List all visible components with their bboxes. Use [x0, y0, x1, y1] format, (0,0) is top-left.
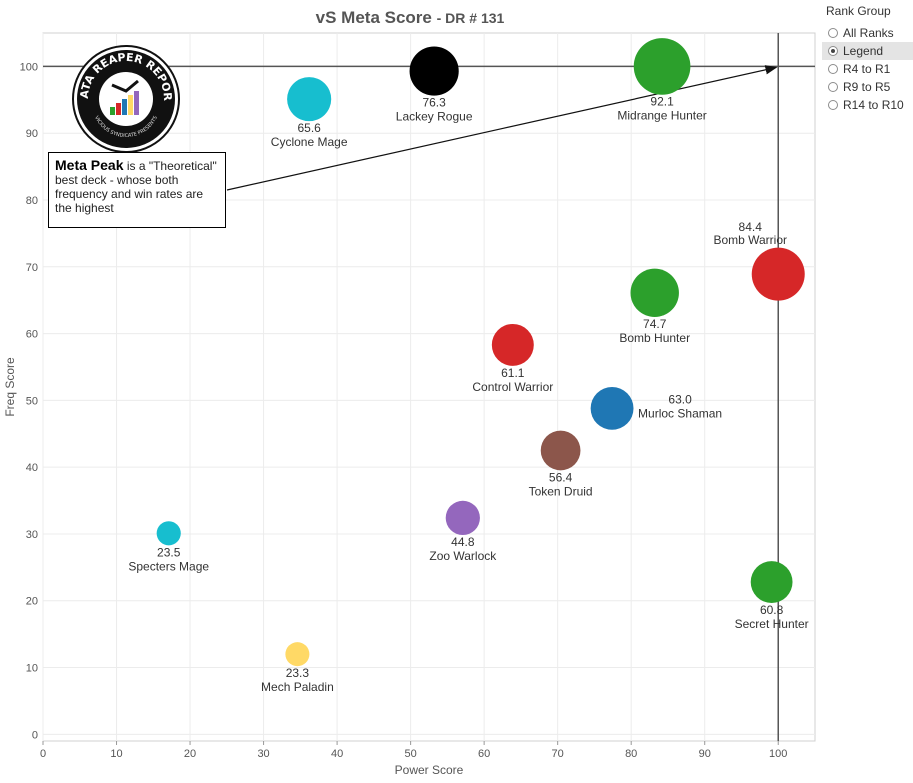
radio-icon[interactable]	[828, 64, 838, 74]
point-score-label: 76.3	[422, 96, 446, 110]
point-name-label: Secret Hunter	[735, 617, 809, 631]
point-score-label: 92.1	[650, 95, 674, 109]
rank-option-label: R4 to R1	[843, 62, 891, 76]
plot-area	[42, 32, 816, 742]
point-murloc-shaman	[590, 386, 634, 430]
rank-option-label: Legend	[843, 44, 884, 58]
meta-peak-arrow	[226, 65, 778, 191]
x-tick-label: 50	[404, 748, 416, 760]
radio-icon[interactable]	[828, 82, 838, 92]
point-bomb-hunter	[630, 268, 679, 318]
point-cyclone-mage	[287, 77, 332, 122]
chart-title-text: vS Meta Score	[315, 8, 432, 27]
point-zoo-warlock	[445, 500, 480, 536]
point-name-label: Zoo Warlock	[429, 549, 497, 563]
rank-group-header: Rank Group	[826, 4, 891, 18]
x-tick-label: 100	[769, 748, 787, 760]
radio-icon[interactable]	[828, 100, 838, 110]
point-midrange-hunter	[633, 38, 691, 95]
point-token-druid	[540, 430, 581, 471]
point-score-label: 44.8	[451, 535, 475, 549]
chart-title: vS Meta Score - DR # 131	[0, 8, 820, 28]
y-tick-label: 30	[26, 529, 38, 541]
point-name-label: Specters Mage	[128, 559, 209, 573]
point-score-label: 74.7	[643, 317, 667, 331]
y-tick-label: 50	[26, 395, 38, 407]
rank-option-label: R9 to R5	[843, 80, 891, 94]
y-tick-label: 40	[26, 462, 38, 474]
point-lackey-rogue	[409, 46, 459, 96]
y-tick-label: 100	[20, 61, 38, 73]
meta-peak-note-text: is a "Theoretical" best deck - whose bot…	[55, 159, 217, 215]
x-tick-label: 80	[625, 748, 637, 760]
point-specters-mage	[156, 521, 181, 546]
y-tick-label: 60	[26, 329, 38, 341]
point-name-label: Midrange Hunter	[617, 109, 706, 123]
point-mech-paladin	[285, 642, 310, 667]
x-tick-label: 20	[184, 748, 196, 760]
meta-peak-note: Meta Peak is a "Theoretical" best deck -…	[48, 152, 226, 228]
y-tick-label: 90	[26, 128, 38, 140]
y-tick-label: 0	[32, 729, 38, 741]
rank-option-r9-to-r5[interactable]: R9 to R5	[822, 78, 913, 96]
point-name-label: Mech Paladin	[261, 680, 334, 694]
x-tick-label: 10	[110, 748, 122, 760]
rank-option-all-ranks[interactable]: All Ranks	[822, 24, 913, 42]
point-score-label: 60.8	[760, 603, 784, 617]
radio-icon[interactable]	[828, 46, 838, 56]
x-tick-label: 70	[552, 748, 564, 760]
chart-subtitle: - DR # 131	[436, 10, 505, 26]
point-score-label: 84.4	[739, 220, 763, 234]
rank-option-label: All Ranks	[843, 26, 894, 40]
x-tick-label: 30	[257, 748, 269, 760]
point-name-label: Bomb Warrior	[713, 233, 787, 247]
x-axis-label: Power Score	[395, 763, 464, 777]
radio-icon[interactable]	[828, 28, 838, 38]
data-reaper-logo: DATA REAPER REPORT VICIOUS SYNDICATE PRE…	[67, 35, 180, 153]
point-score-label: 56.4	[549, 470, 573, 484]
point-score-label: 63.0	[668, 392, 692, 406]
y-tick-label: 70	[26, 262, 38, 274]
point-name-label: Murloc Shaman	[638, 406, 722, 420]
rank-option-label: R14 to R10	[843, 98, 904, 112]
rank-option-r4-to-r1[interactable]: R4 to R1	[822, 60, 913, 78]
point-secret-hunter	[750, 561, 793, 603]
x-tick-label: 60	[478, 748, 490, 760]
x-tick-label: 40	[331, 748, 343, 760]
point-score-label: 23.3	[286, 666, 310, 680]
point-score-label: 65.6	[297, 121, 321, 135]
y-tick-label: 80	[26, 195, 38, 207]
x-tick-label: 0	[40, 748, 46, 760]
point-name-label: Bomb Hunter	[619, 331, 690, 345]
point-score-label: 61.1	[501, 366, 525, 380]
rank-option-r14-to-r10[interactable]: R14 to R10	[822, 96, 913, 114]
point-name-label: Cyclone Mage	[271, 135, 348, 149]
point-control-warrior	[491, 323, 534, 366]
meta-peak-note-title: Meta Peak	[55, 157, 124, 173]
y-tick-label: 20	[26, 596, 38, 608]
point-name-label: Control Warrior	[472, 380, 553, 394]
y-tick-label: 10	[26, 663, 38, 675]
rank-group-filter: Rank Group All Ranks Legend R4 to R1 R9 to …	[822, 4, 913, 114]
point-name-label: Token Druid	[529, 484, 593, 498]
point-bomb-warrior	[751, 247, 805, 301]
point-score-label: 23.5	[157, 545, 181, 559]
point-name-label: Lackey Rogue	[396, 110, 473, 124]
x-tick-label: 90	[699, 748, 711, 760]
rank-option-legend[interactable]: Legend	[822, 42, 913, 60]
y-axis-label: Freq Score	[3, 357, 17, 417]
